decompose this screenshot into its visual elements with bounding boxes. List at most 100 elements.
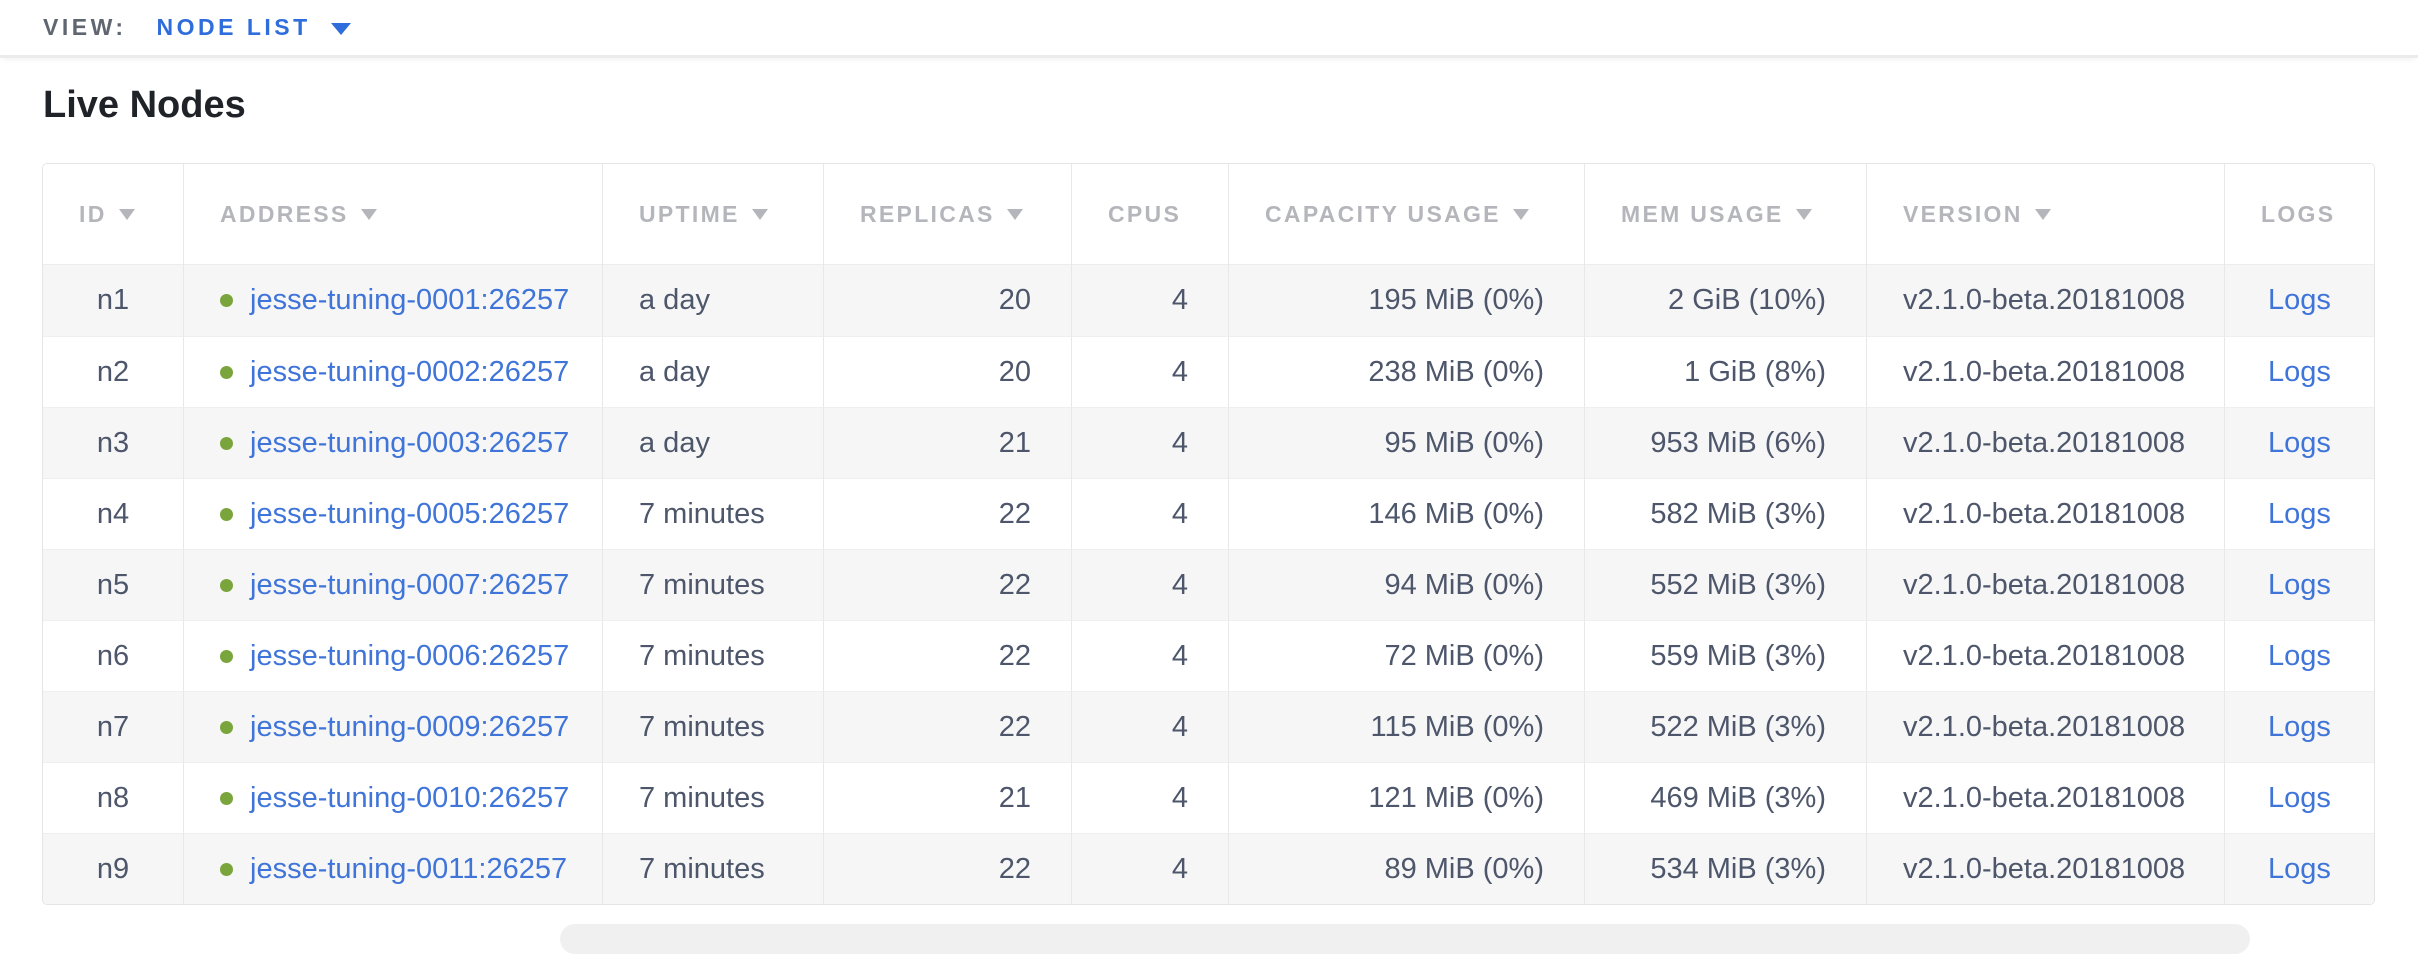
node-id: n9 xyxy=(43,833,183,904)
node-logs-cell: Logs xyxy=(2224,549,2374,620)
node-live-status-icon xyxy=(220,862,233,876)
sort-arrow-icon xyxy=(1006,208,1023,220)
node-logs-link[interactable]: Logs xyxy=(2268,781,2331,814)
node-logs-link[interactable]: Logs xyxy=(2268,710,2331,743)
node-logs-link[interactable]: Logs xyxy=(2268,284,2331,316)
column-header-capacity-usage[interactable]: CAPACITY USAGE xyxy=(1228,164,1584,265)
node-mem-usage: 953 MiB (6%) xyxy=(1584,407,1866,478)
node-logs-link[interactable]: Logs xyxy=(2268,852,2331,885)
node-cpus: 4 xyxy=(1071,407,1228,478)
node-cpus: 4 xyxy=(1071,478,1228,549)
node-id: n5 xyxy=(43,549,183,620)
node-uptime: 7 minutes xyxy=(602,549,823,620)
node-version: v2.1.0-beta.20181008 xyxy=(1866,549,2224,620)
horizontal-scrollbar-thumb[interactable] xyxy=(560,924,2250,954)
node-mem-usage: 552 MiB (3%) xyxy=(1584,549,1866,620)
node-address-cell: jesse-tuning-0006:26257 xyxy=(183,620,602,691)
node-uptime: 7 minutes xyxy=(602,762,823,833)
node-logs-link[interactable]: Logs xyxy=(2268,568,2331,601)
node-id: n8 xyxy=(43,762,183,833)
node-capacity-usage: 94 MiB (0%) xyxy=(1228,549,1584,620)
node-replicas: 20 xyxy=(823,265,1071,336)
sort-arrow-icon xyxy=(1512,208,1529,220)
node-uptime: 7 minutes xyxy=(602,691,823,762)
node-address-cell: jesse-tuning-0003:26257 xyxy=(183,407,602,478)
node-logs-cell: Logs xyxy=(2224,691,2374,762)
node-logs-cell: Logs xyxy=(2224,833,2374,904)
sort-arrow-icon xyxy=(1795,208,1812,220)
node-logs-link[interactable]: Logs xyxy=(2268,355,2331,388)
node-address-cell: jesse-tuning-0009:26257 xyxy=(183,691,602,762)
node-address-link[interactable]: jesse-tuning-0011:26257 xyxy=(250,852,568,885)
node-logs-cell: Logs xyxy=(2224,620,2374,691)
node-id: n6 xyxy=(43,620,183,691)
node-cpus: 4 xyxy=(1071,691,1228,762)
node-cpus: 4 xyxy=(1071,265,1228,336)
node-capacity-usage: 121 MiB (0%) xyxy=(1228,762,1584,833)
node-live-status-icon xyxy=(220,365,233,379)
node-address-link[interactable]: jesse-tuning-0005:26257 xyxy=(250,497,570,530)
node-id: n7 xyxy=(43,691,183,762)
live-nodes-table: ID ADDRESS UPTIME REPLICAS CPUS CAPACITY… xyxy=(42,163,2375,905)
node-address-cell: jesse-tuning-0001:26257 xyxy=(183,265,602,336)
node-mem-usage: 534 MiB (3%) xyxy=(1584,833,1866,904)
node-version: v2.1.0-beta.20181008 xyxy=(1866,691,2224,762)
node-uptime: a day xyxy=(602,407,823,478)
node-replicas: 22 xyxy=(823,833,1071,904)
node-version: v2.1.0-beta.20181008 xyxy=(1866,620,2224,691)
node-capacity-usage: 89 MiB (0%) xyxy=(1228,833,1584,904)
node-logs-link[interactable]: Logs xyxy=(2268,639,2331,672)
node-capacity-usage: 146 MiB (0%) xyxy=(1228,478,1584,549)
column-header-uptime[interactable]: UPTIME xyxy=(602,164,823,265)
node-capacity-usage: 72 MiB (0%) xyxy=(1228,620,1584,691)
node-address-cell: jesse-tuning-0007:26257 xyxy=(183,549,602,620)
table-row: n2 jesse-tuning-0002:26257 a day 20 4 23… xyxy=(43,336,2374,407)
node-uptime: 7 minutes xyxy=(602,478,823,549)
view-dropdown-value: NODE LIST xyxy=(156,14,311,40)
node-mem-usage: 469 MiB (3%) xyxy=(1584,762,1866,833)
table-row: n6 jesse-tuning-0006:26257 7 minutes 22 … xyxy=(43,620,2374,691)
node-cpus: 4 xyxy=(1071,620,1228,691)
node-logs-cell: Logs xyxy=(2224,762,2374,833)
column-header-logs: LOGS xyxy=(2224,164,2374,265)
table-row: n8 jesse-tuning-0010:26257 7 minutes 21 … xyxy=(43,762,2374,833)
node-capacity-usage: 115 MiB (0%) xyxy=(1228,691,1584,762)
column-header-replicas[interactable]: REPLICAS xyxy=(823,164,1071,265)
node-address-link[interactable]: jesse-tuning-0007:26257 xyxy=(250,568,570,601)
node-replicas: 21 xyxy=(823,762,1071,833)
node-address-link[interactable]: jesse-tuning-0006:26257 xyxy=(250,639,570,672)
node-address-link[interactable]: jesse-tuning-0002:26257 xyxy=(250,355,570,388)
node-address-link[interactable]: jesse-tuning-0001:26257 xyxy=(250,284,570,316)
node-live-status-icon xyxy=(220,791,233,805)
node-mem-usage: 1 GiB (8%) xyxy=(1584,336,1866,407)
column-header-id[interactable]: ID xyxy=(43,164,183,265)
node-address-link[interactable]: jesse-tuning-0003:26257 xyxy=(250,426,570,459)
node-address-link[interactable]: jesse-tuning-0010:26257 xyxy=(250,781,570,814)
node-logs-cell: Logs xyxy=(2224,265,2374,336)
node-version: v2.1.0-beta.20181008 xyxy=(1866,336,2224,407)
node-mem-usage: 559 MiB (3%) xyxy=(1584,620,1866,691)
node-logs-link[interactable]: Logs xyxy=(2268,497,2331,530)
column-header-address[interactable]: ADDRESS xyxy=(183,164,602,265)
node-address-cell: jesse-tuning-0005:26257 xyxy=(183,478,602,549)
table-row: n7 jesse-tuning-0009:26257 7 minutes 22 … xyxy=(43,691,2374,762)
table-row: n1 jesse-tuning-0001:26257 a day 20 4 19… xyxy=(43,265,2374,336)
view-dropdown[interactable]: NODE LIST xyxy=(157,14,351,41)
node-replicas: 22 xyxy=(823,691,1071,762)
caret-down-icon xyxy=(330,23,351,35)
table-row: n3 jesse-tuning-0003:26257 a day 21 4 95… xyxy=(43,407,2374,478)
node-uptime: 7 minutes xyxy=(602,833,823,904)
sort-arrow-icon xyxy=(2034,208,2051,220)
column-header-mem-usage[interactable]: MEM USAGE xyxy=(1584,164,1866,265)
node-mem-usage: 522 MiB (3%) xyxy=(1584,691,1866,762)
node-capacity-usage: 238 MiB (0%) xyxy=(1228,336,1584,407)
node-logs-link[interactable]: Logs xyxy=(2268,426,2331,459)
node-replicas: 20 xyxy=(823,336,1071,407)
node-live-status-icon xyxy=(220,649,233,663)
column-header-version[interactable]: VERSION xyxy=(1866,164,2224,265)
node-live-status-icon xyxy=(220,294,233,307)
page-title: Live Nodes xyxy=(43,84,246,126)
node-address-link[interactable]: jesse-tuning-0009:26257 xyxy=(250,710,570,743)
node-cpus: 4 xyxy=(1071,833,1228,904)
node-replicas: 22 xyxy=(823,620,1071,691)
